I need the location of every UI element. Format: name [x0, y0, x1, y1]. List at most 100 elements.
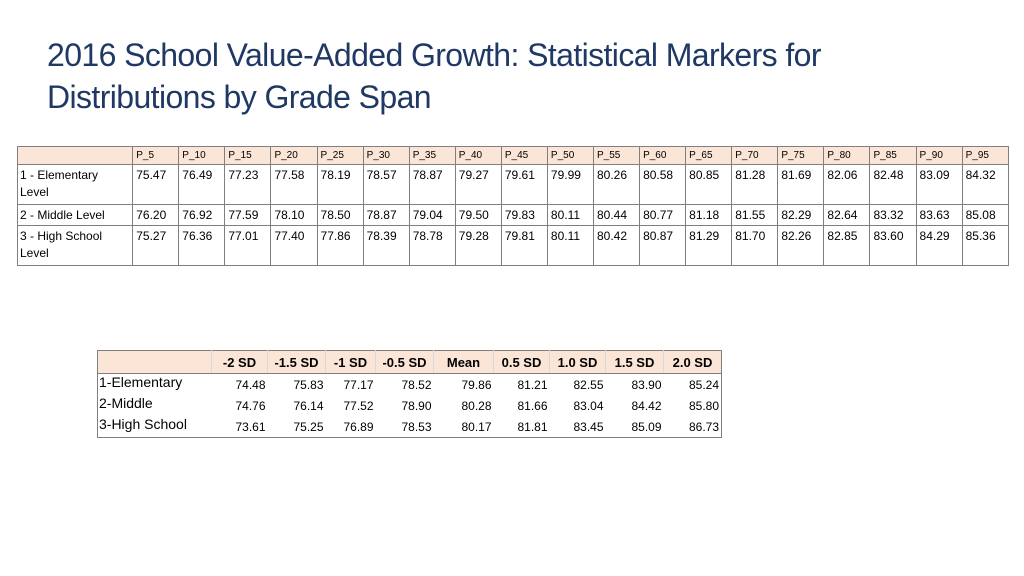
row-label: 3-High School	[97, 416, 212, 438]
table-cell: 77.52	[343, 398, 374, 413]
percentile-header-p-90: P_90	[915, 146, 963, 165]
table-cell: 85.36	[961, 225, 1010, 266]
table-cell: 81.29	[685, 225, 733, 266]
sd-header-cell: 1.0 SD	[549, 350, 606, 374]
table-cell: 78.19	[316, 164, 364, 205]
title-line-2: Distributions by Grade Span	[47, 79, 432, 115]
table-cell: 80.44	[592, 204, 641, 226]
row-label: 1-Elementary	[97, 373, 212, 395]
table-cell: 85.09	[605, 416, 664, 438]
table-cell: 78.57	[362, 164, 410, 205]
table-row: 2-Middle 74.76 76.14 77.52 78.90 80.28 81.66 83…	[97, 395, 722, 416]
table-cell: 74.76	[235, 398, 266, 413]
table-cell: 81.69	[777, 164, 825, 205]
sd-header-cell: Mean	[433, 350, 494, 374]
table-cell: 81.66	[517, 398, 548, 413]
table-cell: 85.08	[961, 204, 1010, 226]
table-cell: 77.40	[270, 225, 318, 266]
row-label: 2 - Middle Level	[16, 204, 134, 226]
table-cell: 78.50	[316, 204, 364, 226]
table-cell: 79.28	[454, 225, 502, 266]
percentile-header-p-10: P_10	[178, 146, 226, 165]
percentile-header-p-20: P_20	[270, 146, 318, 165]
table-cell: 80.87	[639, 225, 687, 266]
percentile-header-p-80: P_80	[823, 146, 871, 165]
percentile-header-p-30: P_30	[362, 146, 410, 165]
table-cell: 80.42	[592, 225, 641, 266]
table-cell: 77.23	[224, 164, 272, 205]
sd-header-cell: 2.0 SD	[663, 350, 722, 374]
table-cell: 83.45	[549, 416, 606, 438]
corner-cell	[16, 146, 134, 165]
percentile-header-p-70: P_70	[731, 146, 779, 165]
table-row: 1 - Elementary Level 75.47 76.49 77.23 77.58…	[16, 164, 1010, 205]
title-line-1: 2016 School Value-Added Growth: Statisti…	[47, 37, 822, 73]
sd-header-cell: -2 SD	[211, 350, 268, 374]
table-cell: 82.55	[573, 377, 604, 392]
percentile-header-p-35: P_35	[408, 146, 456, 165]
table-cell: 79.86	[461, 377, 492, 392]
table-cell: 82.26	[777, 225, 825, 266]
table-cell: 82.48	[869, 164, 917, 205]
table-cell: 80.17	[433, 416, 494, 438]
corner-cell	[97, 350, 212, 374]
percentile-header-p-15: P_15	[224, 146, 272, 165]
table-cell: 80.77	[639, 204, 687, 226]
table-cell: 77.59	[224, 204, 272, 226]
table-cell: 79.50	[454, 204, 502, 226]
table-cell: 76.14	[293, 398, 324, 413]
table-cell: 83.32	[869, 204, 917, 226]
table-cell: 82.06	[823, 164, 871, 205]
table-cell: 76.92	[178, 204, 226, 226]
table-cell: 83.04	[573, 398, 604, 413]
table-cell: 77.17	[343, 377, 374, 392]
table-cell: 78.53	[375, 416, 434, 438]
table-cell: 78.39	[362, 225, 410, 266]
table-cell: 80.28	[461, 398, 492, 413]
table-cell: 84.32	[961, 164, 1010, 205]
row-label: 2-Middle	[97, 395, 212, 416]
table-cell: 79.61	[500, 164, 548, 205]
table-cell: 76.49	[178, 164, 226, 205]
table-cell: 81.18	[685, 204, 733, 226]
table-cell: 75.27	[132, 225, 180, 266]
table-cell: 77.01	[224, 225, 272, 266]
percentile-header-p-50: P_50	[546, 146, 595, 165]
table-cell: 78.52	[401, 377, 432, 392]
table-row: 1-Elementary 74.48 75.83 77.17 78.52 79.86 81.…	[97, 373, 722, 395]
percentile-header-p-65: P_65	[685, 146, 733, 165]
table-cell: 83.60	[869, 225, 917, 266]
percentile-header-p-85: P_85	[869, 146, 917, 165]
table-cell: 76.89	[325, 416, 376, 438]
sd-table: -2 SD -1.5 SD -1 SD -0.5 SD Mean 0.5 SD 1.0 SD…	[97, 350, 722, 438]
table-cell: 76.20	[132, 204, 180, 226]
percentile-header-p-40: P_40	[454, 146, 502, 165]
table-cell: 78.10	[270, 204, 318, 226]
row-label: 1 - Elementary Level	[16, 164, 134, 205]
table-cell: 83.09	[915, 164, 963, 205]
table-cell: 80.85	[685, 164, 733, 205]
percentile-header-p-45: P_45	[500, 146, 548, 165]
table-cell: 83.63	[915, 204, 963, 226]
percentile-header-p-75: P_75	[777, 146, 825, 165]
percentile-header-row: P_5 P_10 P_15 P_20 P_25 P_30 P_35 P_40 P_45 P_50 P…	[16, 146, 1010, 165]
table-cell: 80.58	[639, 164, 687, 205]
table-row: 3-High School 73.61 75.25 76.89 78.53 80.17 81…	[97, 416, 722, 438]
table-cell: 74.48	[235, 377, 266, 392]
table-cell: 86.73	[663, 416, 722, 438]
table-cell: 79.81	[500, 225, 548, 266]
row-label: 3 - High School Level	[16, 225, 134, 266]
table-cell: 81.28	[731, 164, 779, 205]
table-cell: 79.99	[546, 164, 595, 205]
table-cell: 77.86	[316, 225, 364, 266]
sd-header-row: -2 SD -1.5 SD -1 SD -0.5 SD Mean 0.5 SD 1.0 SD…	[97, 350, 722, 374]
table-row: 2 - Middle Level 76.20 76.92 77.59 78.10 78.5…	[16, 204, 1010, 226]
sd-header-cell: -0.5 SD	[375, 350, 434, 374]
table-cell: 82.29	[777, 204, 825, 226]
table-cell: 78.90	[401, 398, 432, 413]
sd-header-cell: -1 SD	[325, 350, 376, 374]
percentile-table: P_5 P_10 P_15 P_20 P_25 P_30 P_35 P_40 P_45 P_50 P…	[16, 146, 1010, 266]
table-cell: 85.24	[663, 373, 722, 395]
table-cell: 77.58	[270, 164, 318, 205]
table-cell: 83.90	[631, 377, 662, 392]
